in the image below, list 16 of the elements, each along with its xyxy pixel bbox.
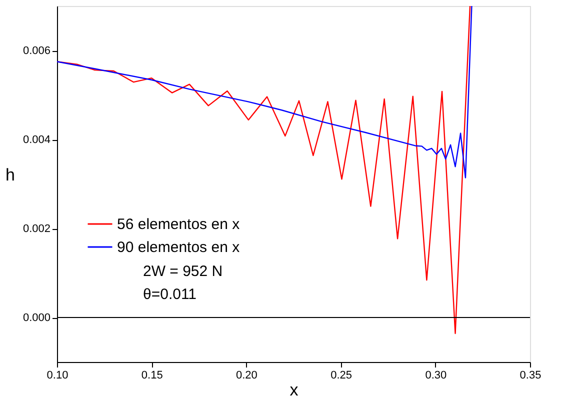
x-tick-label: 0.15 xyxy=(141,370,163,382)
y-tick-label: 0.006 xyxy=(22,45,50,57)
y-tick-label: 0.002 xyxy=(22,223,50,235)
legend-label: 90 elementos en x xyxy=(117,239,240,256)
x-tick-label: 0.20 xyxy=(236,370,258,382)
annotation: 2W = 952 N xyxy=(143,263,223,280)
annotation: θ=0.011 xyxy=(143,286,197,303)
legend-label: 56 elementos en x xyxy=(117,216,240,233)
x-tick-label: 0.10 xyxy=(46,370,68,382)
x-axis-title: x xyxy=(290,380,299,400)
x-tick-label: 0.30 xyxy=(425,370,447,382)
y-tick-label: 0.004 xyxy=(22,134,50,146)
x-tick-label: 0.25 xyxy=(330,370,352,382)
y-tick-label: 0.000 xyxy=(22,312,50,324)
y-axis-title: h xyxy=(6,166,15,184)
x-tick-label: 0.35 xyxy=(520,370,542,382)
